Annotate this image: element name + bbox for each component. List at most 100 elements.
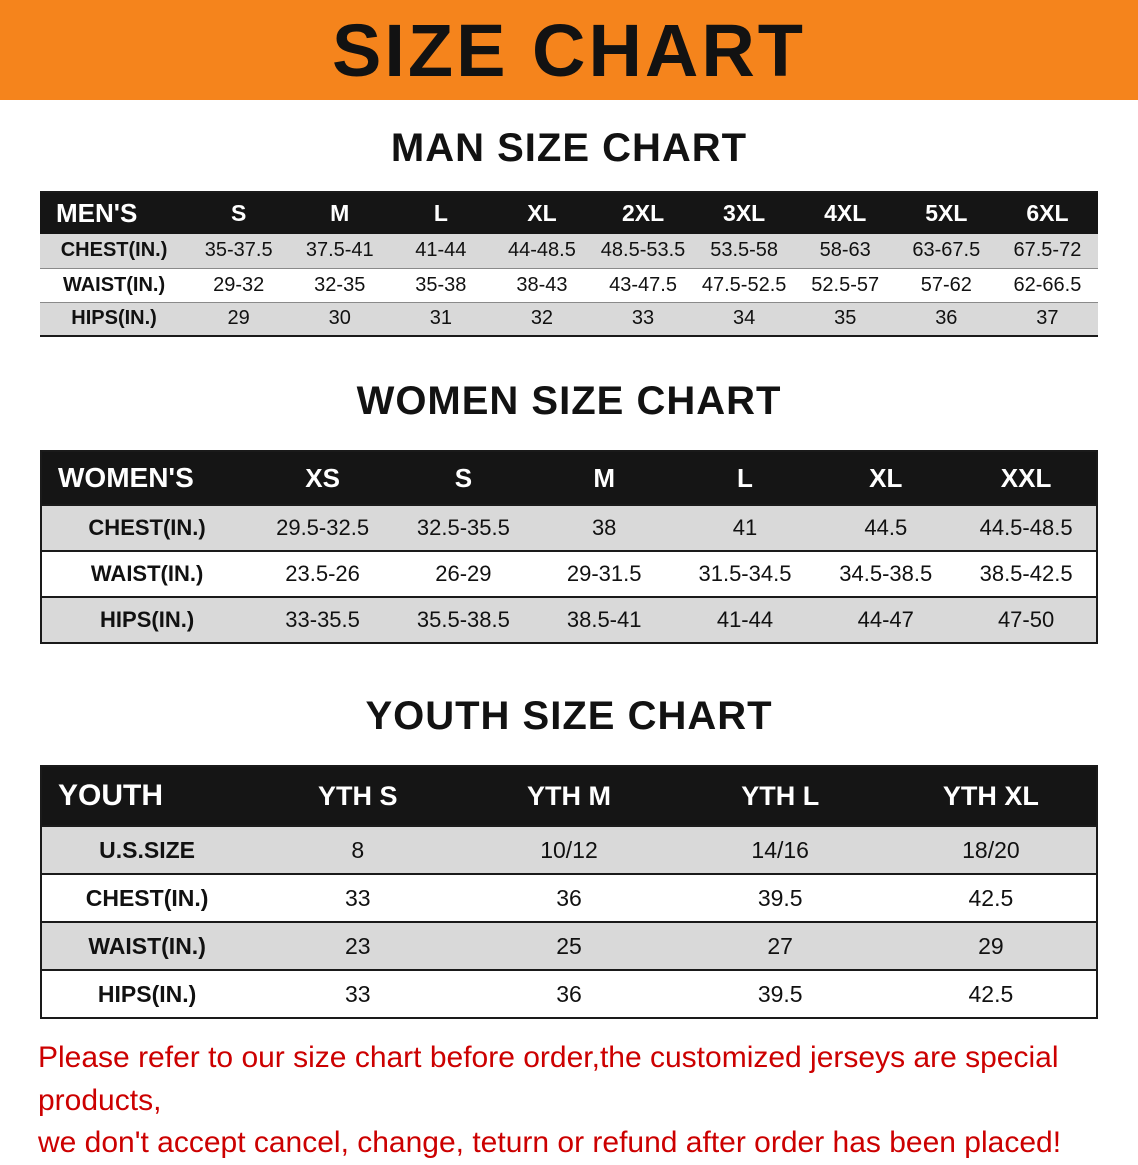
size-value: 32-35 — [289, 268, 391, 302]
youth-size-section: YOUTH SIZE CHART YOUTH YTH S YTH M YTH L YTH… — [0, 694, 1138, 1019]
size-value: 44-47 — [815, 597, 957, 643]
size-column-header: M — [533, 451, 675, 505]
size-value: 44.5 — [815, 505, 957, 551]
size-column-header: XL — [815, 451, 957, 505]
header-row: MEN'S S M L XL 2XL 3XL 4XL 5XL 6XL — [40, 192, 1098, 234]
size-value: 33-35.5 — [252, 597, 393, 643]
size-value: 32.5-35.5 — [392, 505, 534, 551]
size-value: 67.5-72 — [996, 234, 1098, 268]
row-label: CHEST(IN.) — [41, 505, 253, 551]
size-value: 33 — [252, 874, 464, 922]
table-row: CHEST(IN.) 33 36 39.5 42.5 — [41, 874, 1097, 922]
size-value: 34.5-38.5 — [815, 551, 957, 597]
row-label: U.S.SIZE — [41, 826, 253, 874]
size-value: 34 — [693, 302, 795, 336]
size-value: 36 — [463, 874, 675, 922]
table-row: WAIST(IN.) 23.5-26 26-29 29-31.5 31.5-34.5 34… — [41, 551, 1097, 597]
size-value: 35-37.5 — [188, 234, 290, 268]
table-title-cell: YOUTH — [41, 766, 253, 826]
size-value: 41 — [674, 505, 816, 551]
size-value: 62-66.5 — [996, 268, 1098, 302]
size-column-header: L — [390, 192, 492, 234]
size-value: 38-43 — [491, 268, 593, 302]
size-column-header: XXL — [956, 451, 1097, 505]
size-value: 36 — [895, 302, 997, 336]
size-value: 39.5 — [674, 874, 886, 922]
size-value: 29 — [885, 922, 1097, 970]
row-label: WAIST(IN.) — [41, 922, 253, 970]
size-value: 44.5-48.5 — [956, 505, 1097, 551]
table-title-cell: MEN'S — [40, 192, 189, 234]
size-column-header: XS — [252, 451, 393, 505]
size-value: 31 — [390, 302, 492, 336]
row-label: HIPS(IN.) — [40, 302, 189, 336]
size-value: 43-47.5 — [592, 268, 694, 302]
size-column-header: M — [289, 192, 391, 234]
size-value: 30 — [289, 302, 391, 336]
size-value: 37 — [996, 302, 1098, 336]
size-value: 14/16 — [674, 826, 886, 874]
size-column-header: XL — [491, 192, 593, 234]
size-value: 41-44 — [390, 234, 492, 268]
size-column-header: YTH S — [252, 766, 464, 826]
size-column-header: 6XL — [996, 192, 1098, 234]
men-section-title: MAN SIZE CHART — [390, 126, 748, 170]
size-value: 36 — [463, 970, 675, 1018]
size-column-header: YTH M — [463, 766, 675, 826]
table-row: U.S.SIZE 8 10/12 14/16 18/20 — [41, 826, 1097, 874]
size-value: 39.5 — [674, 970, 886, 1018]
size-value: 33 — [592, 302, 694, 336]
women-section-title: WOMEN SIZE CHART — [356, 379, 782, 423]
size-value: 63-67.5 — [895, 234, 997, 268]
size-value: 44-48.5 — [491, 234, 593, 268]
size-value: 35.5-38.5 — [392, 597, 534, 643]
size-column-header: 4XL — [794, 192, 896, 234]
size-value: 29-32 — [188, 268, 290, 302]
size-column-header: S — [392, 451, 534, 505]
table-row: HIPS(IN.) 33-35.5 35.5-38.5 38.5-41 41-44 44-… — [41, 597, 1097, 643]
size-column-header: L — [674, 451, 816, 505]
size-value: 35-38 — [390, 268, 492, 302]
men-size-section: MAN SIZE CHART MEN'S S M L XL 2XL 3XL 4XL 5XL 6XL… — [0, 126, 1138, 337]
table-row: HIPS(IN.) 33 36 39.5 42.5 — [41, 970, 1097, 1018]
disclaimer-line-1: Please refer to our size chart before or… — [38, 1041, 1059, 1117]
size-value: 37.5-41 — [289, 234, 391, 268]
size-value: 32 — [491, 302, 593, 336]
banner-title: SIZE CHART — [332, 8, 806, 92]
size-value: 27 — [674, 922, 886, 970]
size-column-header: YTH XL — [885, 766, 1097, 826]
youth-size-table: YOUTH YTH S YTH M YTH L YTH XL U.S.SIZE 8 10/12… — [40, 765, 1098, 1019]
size-value: 18/20 — [885, 826, 1097, 874]
row-label: HIPS(IN.) — [41, 970, 253, 1018]
size-value: 10/12 — [463, 826, 675, 874]
row-label: CHEST(IN.) — [41, 874, 253, 922]
size-column-header: 3XL — [693, 192, 795, 234]
size-value: 23 — [252, 922, 464, 970]
size-value: 52.5-57 — [794, 268, 896, 302]
header-row: WOMEN'S XS S M L XL XXL — [41, 451, 1097, 505]
size-column-header: S — [188, 192, 290, 234]
row-label: HIPS(IN.) — [41, 597, 253, 643]
size-value: 29 — [188, 302, 290, 336]
table-title-cell: WOMEN'S — [41, 451, 253, 505]
size-value: 53.5-58 — [693, 234, 795, 268]
size-value: 35 — [794, 302, 896, 336]
table-row: CHEST(IN.) 35-37.5 37.5-41 41-44 44-48.5 48.5… — [40, 234, 1098, 268]
size-value: 33 — [252, 970, 464, 1018]
disclaimer: Please refer to our size chart before or… — [0, 1037, 1138, 1165]
size-value: 31.5-34.5 — [674, 551, 816, 597]
disclaimer-line-2: we don't accept cancel, change, teturn o… — [38, 1126, 1062, 1160]
size-column-header: YTH L — [674, 766, 886, 826]
size-value: 38.5-42.5 — [956, 551, 1097, 597]
women-size-section: WOMEN SIZE CHART WOMEN'S XS S M L XL XXL CHEST(… — [0, 379, 1138, 644]
size-value: 42.5 — [885, 970, 1097, 1018]
size-chart-banner: SIZE CHART — [0, 0, 1138, 100]
header-row: YOUTH YTH S YTH M YTH L YTH XL — [41, 766, 1097, 826]
table-row: WAIST(IN.) 23 25 27 29 — [41, 922, 1097, 970]
table-row: CHEST(IN.) 29.5-32.5 32.5-35.5 38 41 44.5 44.5… — [41, 505, 1097, 551]
row-label: CHEST(IN.) — [40, 234, 189, 268]
size-value: 8 — [252, 826, 464, 874]
size-value: 47.5-52.5 — [693, 268, 795, 302]
size-value: 25 — [463, 922, 675, 970]
size-column-header: 2XL — [592, 192, 694, 234]
